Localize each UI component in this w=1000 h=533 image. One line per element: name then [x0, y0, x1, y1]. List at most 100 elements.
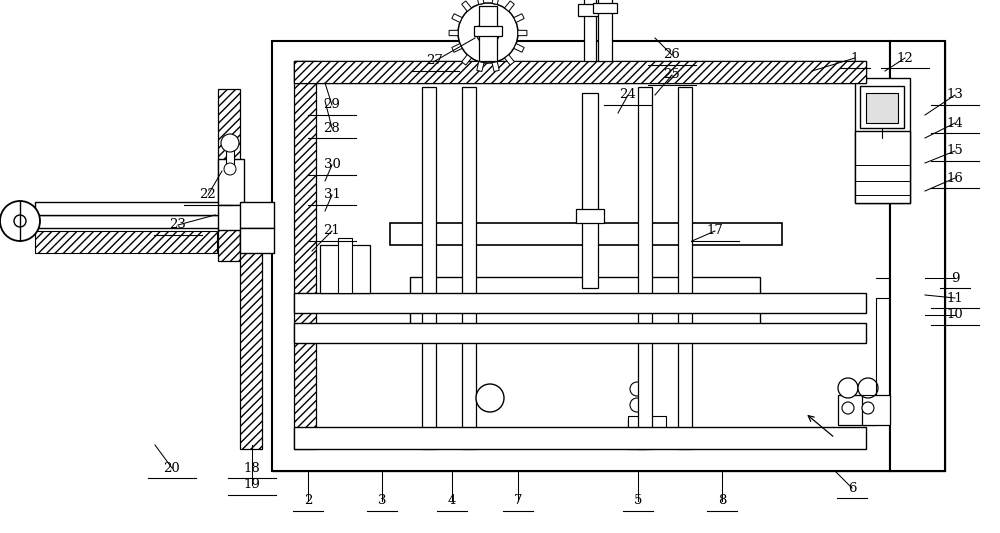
Bar [890, 41, 945, 61]
Text: 18: 18 [244, 462, 260, 474]
Polygon shape [449, 30, 458, 36]
Bar [272, 41, 890, 471]
Text: 28: 28 [324, 122, 340, 134]
Bar [272, 61, 294, 449]
Bar [218, 159, 244, 205]
Text: 27: 27 [427, 54, 443, 68]
Bar [272, 41, 890, 61]
Bar [320, 245, 370, 293]
Bar [410, 310, 760, 328]
Bar [890, 61, 945, 449]
Text: 15: 15 [947, 144, 963, 157]
Bar [294, 61, 866, 83]
Bar [868, 61, 890, 449]
Bar [628, 419, 646, 449]
Bar [584, 0, 596, 61]
Bar [294, 61, 316, 449]
Text: 31: 31 [324, 189, 340, 201]
Text: 23: 23 [170, 219, 186, 231]
Bar [855, 78, 910, 203]
Bar [638, 87, 652, 449]
Bar [838, 395, 876, 425]
Text: 5: 5 [634, 495, 642, 507]
Bar [240, 221, 262, 449]
Bar [862, 395, 890, 425]
Text: 16: 16 [947, 172, 963, 184]
Polygon shape [452, 44, 462, 52]
Bar [226, 149, 234, 171]
Text: 29: 29 [324, 99, 340, 111]
Circle shape [458, 3, 518, 63]
Bar [578, 4, 602, 16]
Bar [890, 41, 945, 471]
Bar [890, 41, 945, 61]
Text: 2: 2 [304, 495, 312, 507]
Bar [628, 416, 666, 428]
Bar [678, 87, 692, 449]
Circle shape [630, 398, 644, 412]
Bar [218, 89, 240, 261]
Bar [218, 205, 244, 230]
Bar [860, 86, 904, 128]
Bar [582, 93, 598, 288]
Polygon shape [505, 1, 514, 11]
Polygon shape [462, 1, 471, 11]
Polygon shape [514, 14, 524, 22]
Circle shape [477, 22, 499, 44]
Circle shape [224, 163, 236, 175]
Text: 12: 12 [897, 52, 913, 64]
Bar [240, 221, 262, 449]
Bar [422, 87, 436, 449]
Bar [890, 61, 945, 449]
Bar [35, 202, 240, 215]
Circle shape [842, 402, 854, 414]
Text: 26: 26 [664, 49, 680, 61]
Polygon shape [514, 44, 524, 52]
Bar [294, 427, 866, 449]
Bar [598, 0, 612, 61]
Polygon shape [518, 30, 527, 36]
Bar [35, 231, 217, 253]
Circle shape [0, 201, 40, 241]
Bar [890, 449, 945, 471]
Text: 10: 10 [947, 309, 963, 321]
Text: 8: 8 [718, 495, 726, 507]
Text: 30: 30 [324, 158, 340, 172]
Text: 22: 22 [200, 189, 216, 201]
Bar [474, 26, 502, 36]
Text: 6: 6 [848, 481, 856, 495]
Polygon shape [492, 61, 499, 71]
Text: 25: 25 [664, 69, 680, 82]
Bar [272, 449, 890, 471]
Bar [390, 223, 782, 245]
Text: 7: 7 [514, 495, 522, 507]
Circle shape [858, 378, 878, 398]
Text: 9: 9 [951, 271, 959, 285]
Bar [294, 61, 316, 449]
Circle shape [221, 134, 239, 152]
Polygon shape [452, 14, 462, 22]
Bar [218, 89, 240, 261]
Text: 4: 4 [448, 495, 456, 507]
Bar [240, 228, 274, 253]
Bar [294, 293, 866, 313]
Text: 13: 13 [947, 88, 963, 101]
Bar [35, 215, 240, 228]
Bar [855, 131, 910, 203]
Bar [240, 202, 274, 228]
Bar [479, 6, 497, 61]
Bar [338, 238, 352, 293]
Text: 19: 19 [244, 479, 260, 491]
Text: 24: 24 [620, 88, 636, 101]
Text: 14: 14 [947, 117, 963, 130]
Text: 11: 11 [947, 292, 963, 304]
Bar [294, 61, 866, 83]
Text: 20: 20 [164, 462, 180, 474]
Bar [35, 231, 217, 253]
Circle shape [14, 215, 26, 227]
Polygon shape [477, 61, 484, 71]
Bar [410, 277, 760, 295]
Text: 3: 3 [378, 495, 386, 507]
Circle shape [476, 384, 504, 412]
Bar [294, 323, 866, 343]
